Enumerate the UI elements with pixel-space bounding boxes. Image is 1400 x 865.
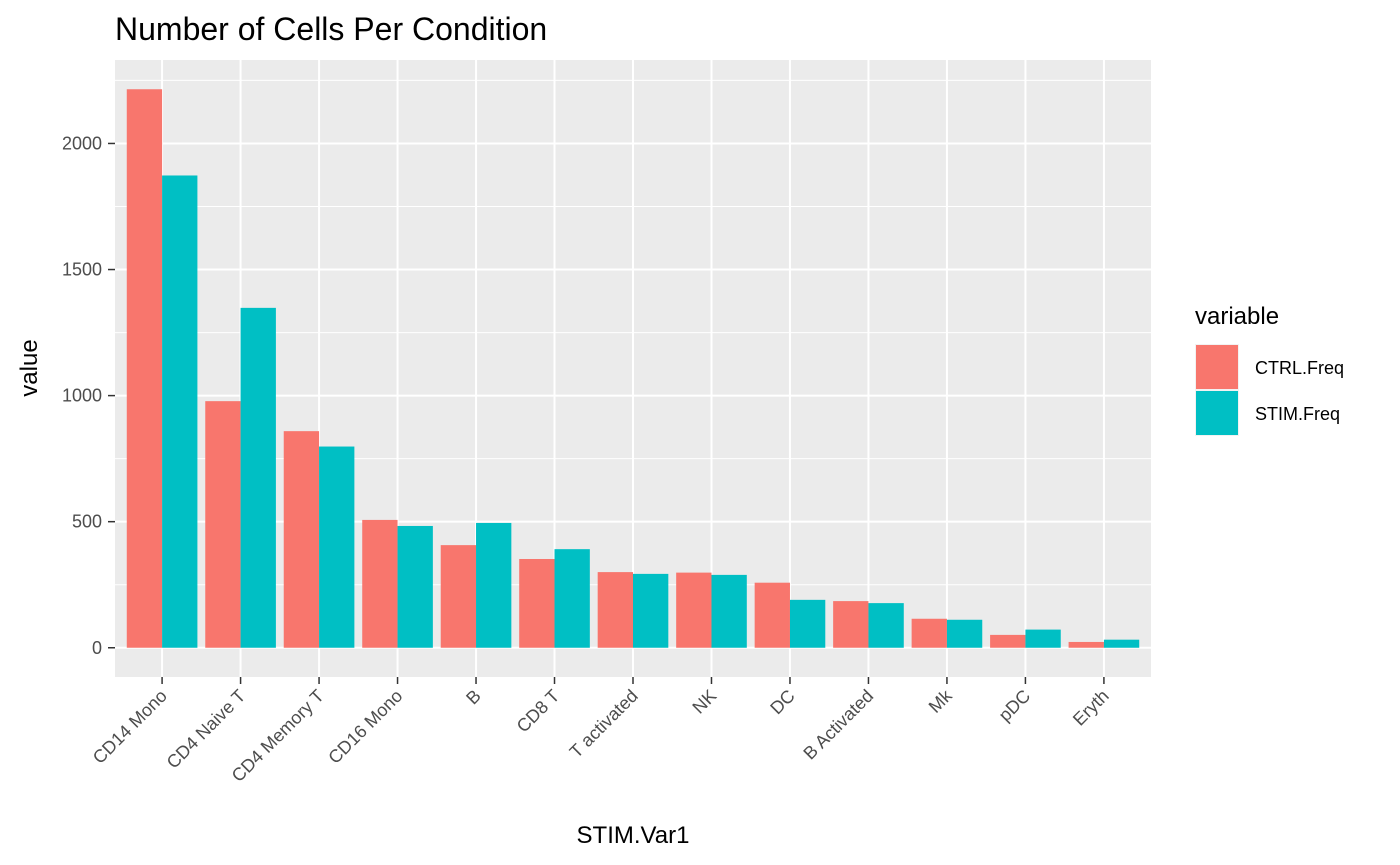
legend: variable CTRL.Freq STIM.Freq — [1195, 303, 1344, 436]
x-tick-label: CD8 T — [513, 686, 564, 737]
bar-ctrl-freq-7 — [676, 572, 712, 648]
bar-stim-freq-4 — [476, 522, 512, 648]
x-axis-title: STIM.Var1 — [577, 822, 690, 849]
chart-title: Number of Cells Per Condition — [115, 11, 547, 47]
x-tick-label: DC — [766, 686, 799, 719]
bar-ctrl-freq-0 — [126, 89, 163, 648]
bar-ctrl-freq-4 — [440, 545, 477, 648]
bars — [126, 89, 1140, 648]
bar-ctrl-freq-5 — [519, 558, 555, 648]
bar-stim-freq-3 — [397, 525, 433, 648]
legend-swatch — [1196, 345, 1238, 389]
x-tick-label: T activated — [566, 686, 642, 762]
x-tick-label: B Activated — [799, 686, 877, 764]
bar-ctrl-freq-9 — [833, 601, 869, 648]
bar-stim-freq-9 — [868, 603, 904, 648]
x-tick-label: CD14 Mono — [89, 686, 171, 768]
bar-ctrl-freq-11 — [990, 634, 1026, 648]
bar-stim-freq-12 — [1103, 639, 1140, 648]
y-tick-label: 1000 — [62, 386, 102, 406]
bar-ctrl-freq-6 — [597, 572, 633, 648]
bar-stim-freq-7 — [711, 574, 747, 648]
bar-stim-freq-11 — [1025, 629, 1061, 648]
x-tick-label: CD4 Naive T — [163, 686, 250, 773]
y-tick-label: 2000 — [62, 133, 102, 153]
legend-swatch — [1196, 391, 1238, 435]
bar-stim-freq-1 — [240, 307, 276, 648]
bar-stim-freq-5 — [554, 549, 590, 648]
y-tick-label: 1500 — [62, 260, 102, 280]
legend-title: variable — [1195, 303, 1279, 330]
x-tick-label: NK — [688, 686, 720, 718]
legend-label: CTRL.Freq — [1255, 358, 1344, 378]
x-tick-label: Mk — [925, 685, 957, 717]
bar-stim-freq-10 — [946, 619, 983, 648]
bar-ctrl-freq-1 — [205, 401, 241, 648]
bar-stim-freq-8 — [789, 599, 826, 648]
bar-ctrl-freq-8 — [754, 582, 790, 648]
y-tick-label: 0 — [92, 638, 102, 658]
legend-label: STIM.Freq — [1255, 404, 1340, 424]
bar-stim-freq-6 — [633, 573, 669, 648]
x-tick-label: CD16 Mono — [324, 686, 406, 768]
y-axis: 0 500 1000 1500 2000 — [62, 133, 115, 658]
x-tick-label: B — [462, 686, 485, 709]
y-tick-label: 500 — [72, 512, 102, 532]
bar-ctrl-freq-10 — [911, 618, 947, 648]
bar-ctrl-freq-3 — [362, 519, 398, 648]
bar-ctrl-freq-12 — [1068, 641, 1104, 648]
bar-stim-freq-2 — [319, 446, 355, 648]
bar-stim-freq-0 — [162, 175, 198, 648]
x-tick-label: pDC — [995, 686, 1035, 726]
bar-ctrl-freq-2 — [283, 431, 320, 648]
x-tick-label: Eryth — [1069, 686, 1113, 730]
y-axis-title: value — [16, 339, 43, 396]
